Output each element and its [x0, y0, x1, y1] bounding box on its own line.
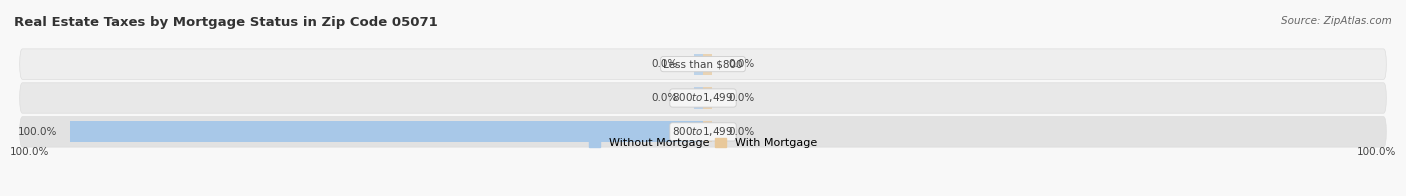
Text: $800 to $1,499: $800 to $1,499 [672, 125, 734, 138]
FancyBboxPatch shape [20, 83, 1386, 113]
FancyBboxPatch shape [20, 117, 1386, 147]
Legend: Without Mortgage, With Mortgage: Without Mortgage, With Mortgage [585, 133, 821, 153]
Text: 0.0%: 0.0% [728, 93, 755, 103]
Bar [703, 87, 713, 109]
Bar [693, 54, 703, 75]
FancyBboxPatch shape [20, 49, 1386, 79]
Text: Real Estate Taxes by Mortgage Status in Zip Code 05071: Real Estate Taxes by Mortgage Status in … [14, 16, 437, 29]
Bar [693, 87, 703, 109]
Bar [693, 121, 703, 142]
Text: 100.0%: 100.0% [10, 147, 49, 157]
Bar [703, 54, 713, 75]
Text: 100.0%: 100.0% [18, 127, 58, 137]
Text: Source: ZipAtlas.com: Source: ZipAtlas.com [1281, 16, 1392, 26]
Text: 100.0%: 100.0% [1357, 147, 1396, 157]
Text: 0.0%: 0.0% [728, 59, 755, 69]
Text: Less than $800: Less than $800 [664, 59, 742, 69]
Text: 0.0%: 0.0% [651, 93, 678, 103]
Text: 0.0%: 0.0% [728, 127, 755, 137]
Bar [703, 121, 713, 142]
Bar [70, 121, 703, 142]
Text: 0.0%: 0.0% [651, 59, 678, 69]
Text: $800 to $1,499: $800 to $1,499 [672, 92, 734, 104]
